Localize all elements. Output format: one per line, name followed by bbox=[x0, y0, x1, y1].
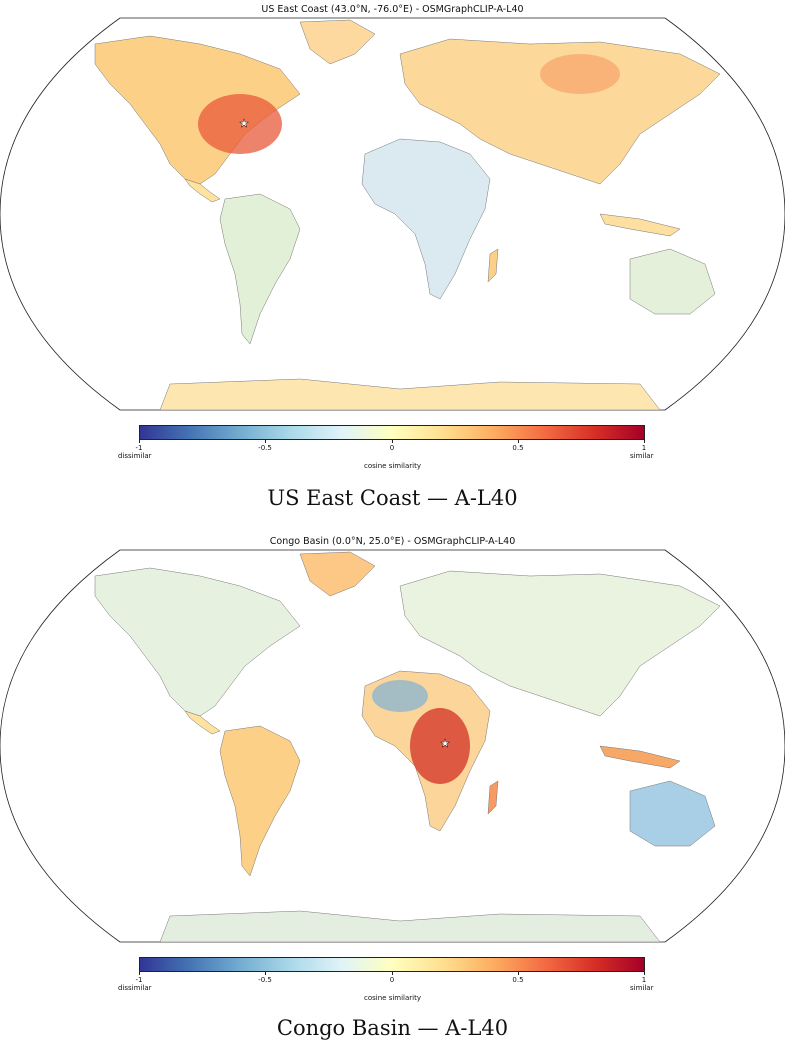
similarity-hotspot bbox=[198, 94, 282, 154]
figure-caption: Congo Basin — A-L40 bbox=[276, 1016, 509, 1040]
colorbar-label: cosine similarity bbox=[364, 994, 421, 1002]
map-panel-congo-basin: Congo Basin (0.0°N, 25.0°E) - OSMGraphCL… bbox=[0, 532, 785, 1048]
similarity-hotspot bbox=[410, 708, 470, 784]
colorbar-tick: 0 bbox=[389, 444, 395, 452]
figure-caption: US East Coast — A-L40 bbox=[267, 486, 518, 510]
south-america bbox=[219, 725, 301, 877]
colorbar-tick: -1 bbox=[135, 444, 143, 452]
colorbar-tick: 0 bbox=[389, 976, 395, 984]
colorbar-tick: -0.5 bbox=[258, 444, 272, 452]
colorbar-label: cosine similarity bbox=[364, 462, 421, 470]
indonesia bbox=[599, 213, 681, 237]
colorbar-tick: 1 bbox=[641, 444, 647, 452]
colorbar-tick: -1 bbox=[135, 976, 143, 984]
madagascar bbox=[487, 248, 499, 283]
africa bbox=[361, 138, 491, 300]
australia bbox=[629, 780, 716, 847]
colorbar bbox=[139, 957, 645, 972]
colorbar-tick: 0.5 bbox=[512, 976, 524, 984]
antarctica bbox=[159, 378, 661, 410]
indonesia bbox=[599, 745, 681, 769]
greenland bbox=[299, 19, 376, 65]
colorbar-tick: -0.5 bbox=[258, 976, 272, 984]
eurasia bbox=[399, 570, 721, 717]
colorbar bbox=[139, 425, 645, 440]
colorbar-tick: 0.5 bbox=[512, 444, 524, 452]
colorbar-high-label: similar bbox=[630, 984, 654, 992]
colorbar-tick: 1 bbox=[641, 976, 647, 984]
north-america bbox=[94, 567, 301, 717]
colorbar-low-label: dissimilar bbox=[118, 984, 152, 992]
map-panel-us-east-coast: US East Coast (43.0°N, -76.0°E) - OSMGra… bbox=[0, 0, 785, 520]
south-america bbox=[219, 193, 301, 345]
central-america bbox=[184, 710, 221, 735]
query-marker-star: ★ bbox=[440, 737, 450, 750]
colorbar-high-label: similar bbox=[630, 452, 654, 460]
world-map: ★ bbox=[0, 549, 785, 943]
greenland bbox=[299, 551, 376, 597]
world-map: ★ bbox=[0, 17, 785, 411]
north-america bbox=[94, 35, 301, 185]
map-title: US East Coast (43.0°N, -76.0°E) - OSMGra… bbox=[261, 4, 524, 15]
query-marker-star: ★ bbox=[239, 117, 249, 130]
map-title: Congo Basin (0.0°N, 25.0°E) - OSMGraphCL… bbox=[269, 536, 516, 547]
central-america bbox=[184, 178, 221, 203]
colorbar-low-label: dissimilar bbox=[118, 452, 152, 460]
antarctica bbox=[159, 910, 661, 942]
madagascar bbox=[487, 780, 499, 815]
australia bbox=[629, 248, 716, 315]
eurasia bbox=[399, 38, 721, 185]
